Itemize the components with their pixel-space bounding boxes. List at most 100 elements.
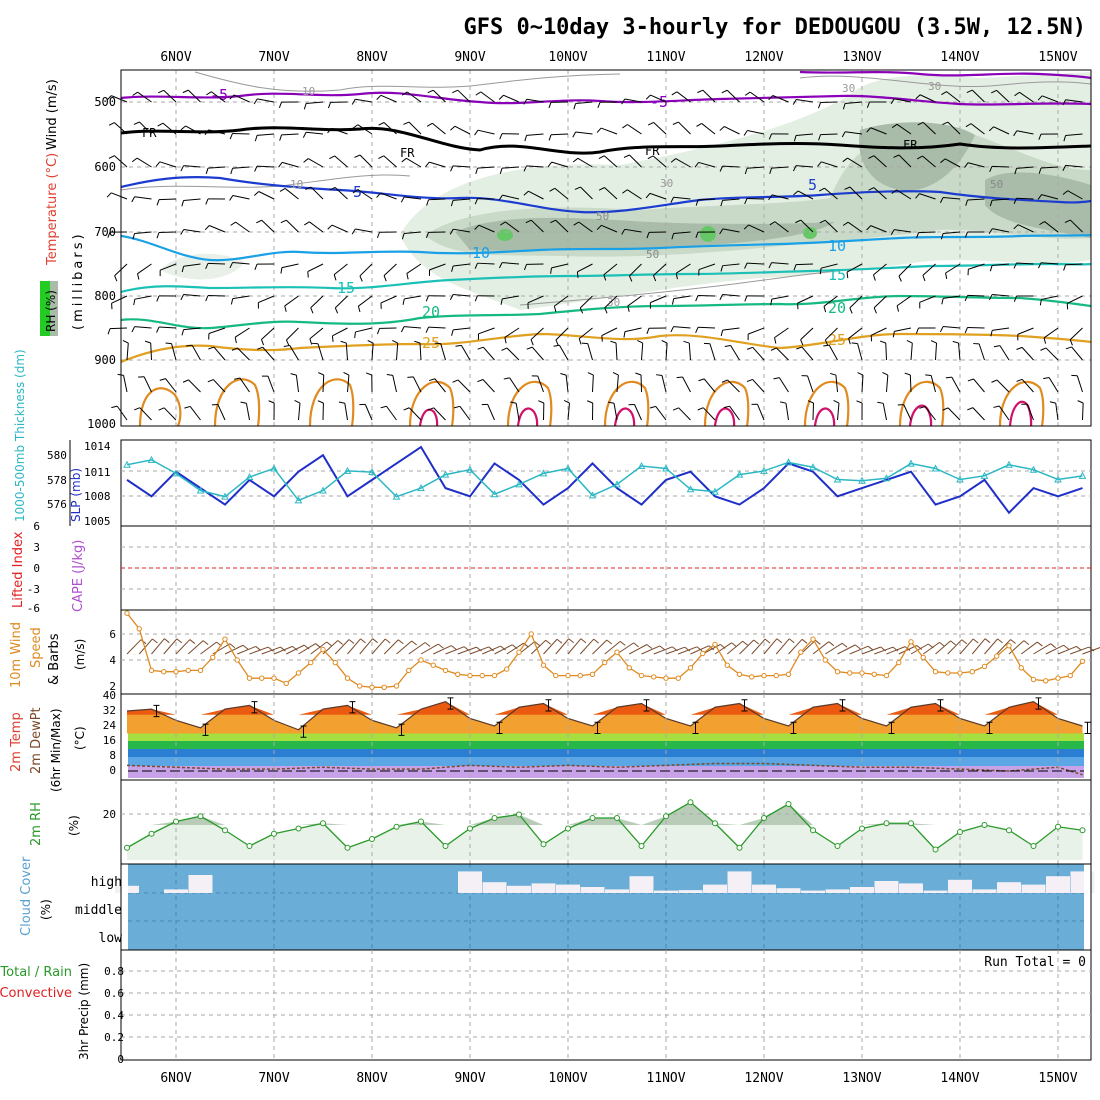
wind-barb [973, 378, 985, 393]
wind-barb-feather [890, 229, 895, 236]
wind10-barb [837, 644, 856, 655]
wind-barb-feather [525, 219, 532, 224]
wind-barb-feather [414, 340, 421, 344]
wind-barb [429, 161, 446, 168]
wind10-barb [138, 638, 153, 655]
wind-barb [661, 375, 667, 393]
wind-barb-feather [106, 192, 112, 198]
wind10-barb-flag [292, 645, 298, 651]
wind-barb-feather [474, 129, 479, 136]
wind-barb-feather [378, 122, 385, 126]
wind10-barb-flag [1023, 640, 1030, 646]
wind-barb-feather [823, 306, 827, 313]
wind-barb-feather [916, 232, 919, 239]
wind-barb [150, 342, 152, 361]
wind-barb-feather [376, 232, 380, 239]
wind-barb-feather [770, 347, 777, 351]
wind-barb [1017, 224, 1034, 233]
wind-barb-feather [744, 168, 748, 175]
wind-barb-feather [966, 89, 973, 94]
thickness-tick: 578 [47, 474, 67, 487]
wind-barb [183, 263, 201, 267]
wind-barb [406, 157, 422, 168]
wind-barb-feather [612, 371, 619, 376]
day-label-top: 15NOV [1038, 50, 1077, 65]
slp-tick: 1011 [84, 466, 111, 479]
wind-barb-feather [1016, 346, 1023, 350]
wind-barb-feather [294, 399, 301, 404]
wind-barb [207, 262, 226, 265]
wind-barb-feather [848, 338, 851, 345]
wind-barb [943, 326, 961, 329]
isotherm-label-5: 5 [353, 183, 362, 201]
wind10-point [430, 662, 436, 668]
wind-barb-feather [425, 232, 429, 239]
wind-barb-feather [354, 331, 356, 338]
temp-tick: 8 [109, 749, 116, 762]
wind-barb [918, 231, 936, 234]
isotherm-label-10: 10 [828, 237, 846, 255]
isotherm-label-freezing: FR [903, 138, 918, 152]
wind-barb-feather [343, 371, 350, 376]
wind-barb-feather [132, 91, 138, 96]
wind-barb [697, 198, 716, 201]
rh2m-point [981, 822, 988, 828]
rh2m-point [467, 825, 473, 832]
wind-barb [722, 165, 740, 168]
wind-barb-feather [107, 328, 111, 335]
wind10-barb [175, 639, 191, 655]
wind-barb-feather [253, 98, 258, 105]
precip-tick: 0.4 [104, 1009, 124, 1022]
wind-barb-feather [523, 264, 527, 271]
rh2m-units-label: (%) [67, 815, 81, 836]
wind10-point [945, 670, 951, 676]
wind-barb-feather [122, 340, 129, 344]
wind10-barb-flag [360, 638, 366, 644]
wind-barb-feather [553, 344, 560, 347]
wind10-barb [126, 639, 142, 655]
wind10-barb-flag [202, 640, 209, 646]
wind-barb [600, 127, 618, 135]
wind-barb-feather [941, 298, 944, 305]
temp-minmax-label: (6hr Min/Max) [49, 709, 63, 793]
temp-tick: 0 [109, 764, 116, 777]
rh2m-point [957, 829, 963, 835]
wind-barb [747, 129, 765, 135]
cloud-high-bar [507, 885, 531, 893]
wind-barb-feather [891, 189, 897, 194]
wind-barb-feather [672, 121, 679, 125]
wind-barb-feather [849, 307, 853, 314]
wind-barb-feather [744, 262, 748, 269]
wind-barb-feather [635, 372, 642, 376]
slp-tick: 1014 [84, 440, 111, 453]
wind-barb [943, 295, 961, 299]
rh2m-point [418, 818, 424, 825]
cloud-panel: high middle low Cloud Cover (%) [19, 856, 1095, 951]
wind10-point [222, 636, 228, 642]
wind-barb-feather [941, 91, 947, 96]
wind-barb [383, 155, 397, 168]
day-label-top: 11NOV [646, 50, 685, 65]
wind-barb-feather [180, 125, 186, 131]
wind-barb [837, 403, 840, 421]
wind-legend-label: Wind (m/s) [45, 79, 60, 150]
wind-barb [257, 98, 275, 103]
thickness-point [735, 470, 744, 478]
wind-barb [528, 190, 544, 200]
wind-barb [847, 157, 863, 168]
wind10-barb [200, 641, 217, 655]
wind-barb-feather [1062, 190, 1068, 195]
wind-barb [1067, 190, 1083, 200]
wind-barb-feather [204, 129, 209, 136]
wind10-point [957, 670, 963, 676]
wind-barb [922, 263, 936, 276]
wind-barb [232, 295, 250, 300]
wind-barb-feather [402, 298, 405, 305]
isotherm-30-loop [213, 378, 261, 426]
wind-barb [183, 198, 201, 201]
wind-barb [774, 327, 789, 339]
wind-barb-feather [792, 99, 797, 105]
wind10-barb-flag [568, 638, 575, 644]
wind-barb-feather [205, 198, 209, 205]
wind-barb-feather [403, 407, 410, 411]
